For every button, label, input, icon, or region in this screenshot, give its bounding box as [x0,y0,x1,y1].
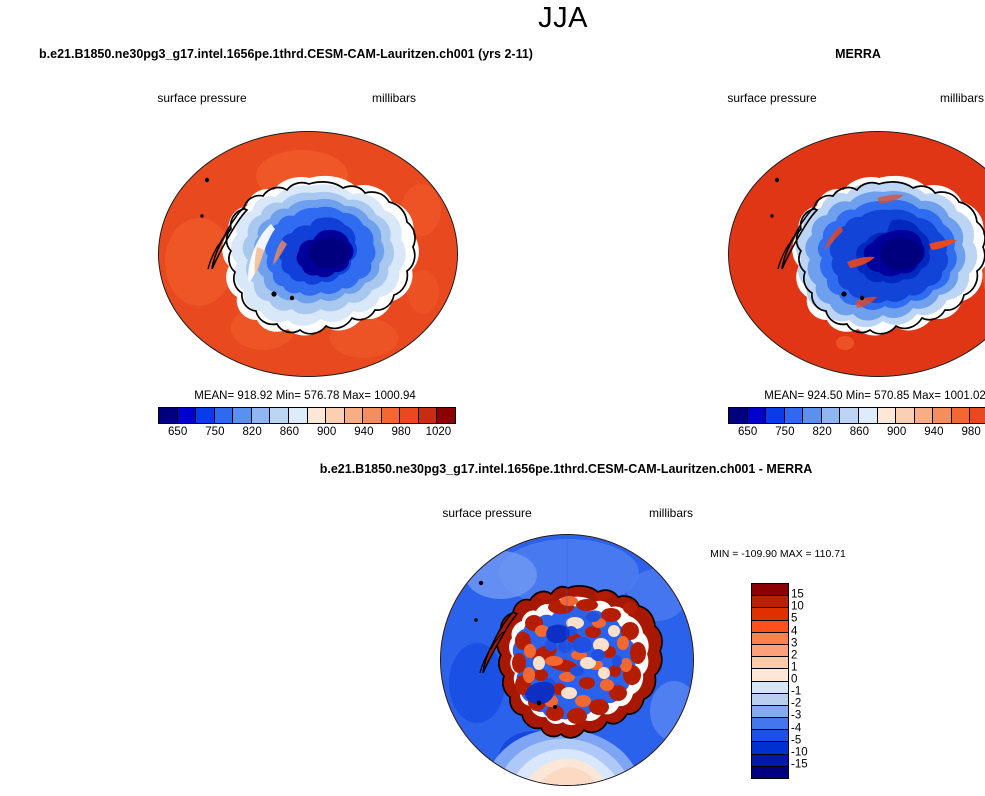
colorbar-cell [784,408,804,423]
colorbar-cell [344,408,364,423]
colorbar-tick-label: 820 [812,426,832,438]
colorbar-tick-label: 980 [961,426,981,438]
colorbar-tick-label: -4 [791,721,802,734]
colorbar-cell [752,584,788,597]
obs-colorbar [728,407,985,424]
colorbar-cell [840,408,859,423]
colorbar-cell [196,408,215,423]
colorbar-cell [858,408,878,423]
colorbar-cell [752,644,788,658]
model-map [158,131,458,377]
colorbar-tick-label: 1 [791,661,798,674]
colorbar-cell [970,408,985,423]
colorbar-cell [803,408,822,423]
colorbar-tick-label: 4 [791,624,798,637]
diff-stats: MIN = -109.90 MAX = 110.71 [710,548,846,560]
diff-variable-label: surface pressure [442,506,532,520]
colorbar-tick-label: 750 [775,426,795,438]
colorbar-tick-label: 10 [791,600,804,613]
page-title: JJA [538,2,588,34]
colorbar-tick-label: 980 [391,426,411,438]
obs-stats: MEAN= 924.50 Min= 570.85 Max= 1001.02 [764,390,985,402]
colorbar-cell [437,408,455,423]
colorbar-tick-label: -5 [791,733,802,746]
colorbar-tick-label: 900 [887,426,907,438]
colorbar-cell [752,657,788,670]
obs-map [728,131,985,377]
colorbar-tick-label: 820 [242,426,262,438]
diff-map [440,534,694,786]
colorbar-cell [177,408,197,423]
colorbar-tick-label: 650 [168,426,188,438]
colorbar-cell [752,596,788,609]
colorbar-tick-label: -1 [791,685,802,698]
diff-colorbar [751,583,789,779]
colorbar-cell [233,408,252,423]
colorbar-cell [766,408,785,423]
model-colorbar-ticks: 650 750 820 860 900 940 980 1020 [158,426,456,440]
colorbar-cell [951,408,971,423]
model-colorbar [158,407,456,424]
colorbar-tick-label: 940 [924,426,944,438]
colorbar-tick-label: 0 [791,673,798,686]
colorbar-cell [752,669,788,682]
colorbar-tick-label: 650 [738,426,758,438]
colorbar-cell [159,408,178,423]
model-panel-title: b.e21.B1850.ne30pg3_g17.intel.1656pe.1th… [39,47,533,61]
colorbar-tick-label: 860 [849,426,869,438]
colorbar-cell [214,408,234,423]
colorbar-cell [752,718,788,731]
colorbar-cell [326,408,345,423]
colorbar-cell [752,742,788,755]
colorbar-tick-label: 750 [205,426,225,438]
model-units-label: millibars [371,91,417,105]
colorbar-cell [896,408,915,423]
colorbar-cell [400,408,419,423]
diff-panel-title: b.e21.B1850.ne30pg3_g17.intel.1656pe.1th… [319,462,813,476]
colorbar-cell [307,408,327,423]
colorbar-tick-label: 15 [791,588,804,601]
colorbar-tick-label: 2 [791,649,798,661]
obs-variable-label: surface pressure [727,91,817,105]
model-stats: MEAN= 918.92 Min= 576.78 Max= 1000.94 [194,390,416,402]
colorbar-cell [752,608,788,621]
colorbar-cell [729,408,748,423]
colorbar-tick-label: 1020 [425,426,452,438]
obs-panel-title: MERRA [835,47,881,61]
obs-units-label: millibars [939,91,985,105]
colorbar-cell [251,408,271,423]
model-variable-label: surface pressure [157,91,247,105]
diff-units-label: millibars [648,506,694,520]
colorbar-cell [752,632,788,645]
colorbar-tick-label: -2 [791,697,802,710]
colorbar-tick-label: -10 [791,746,808,758]
colorbar-cell [288,408,308,423]
colorbar-cell [752,693,788,706]
colorbar-cell [914,408,934,423]
colorbar-tick-label: 5 [791,612,798,625]
colorbar-tick-label: 3 [791,636,798,649]
colorbar-cell [877,408,897,423]
colorbar-tick-label: 940 [354,426,374,438]
colorbar-cell [933,408,952,423]
colorbar-cell [381,408,401,423]
colorbar-cell [752,681,788,694]
colorbar-cell [821,408,841,423]
colorbar-cell [752,620,788,633]
colorbar-cell [270,408,289,423]
colorbar-cell [752,766,788,778]
colorbar-tick-label: -3 [791,709,802,722]
colorbar-cell [752,754,788,767]
colorbar-cell [363,408,382,423]
colorbar-cell [752,730,788,743]
colorbar-tick-label: 860 [279,426,299,438]
colorbar-tick-label: 900 [317,426,337,438]
colorbar-tick-label: -15 [791,758,808,771]
colorbar-cell [747,408,767,423]
colorbar-cell [752,705,788,719]
colorbar-cell [418,408,438,423]
